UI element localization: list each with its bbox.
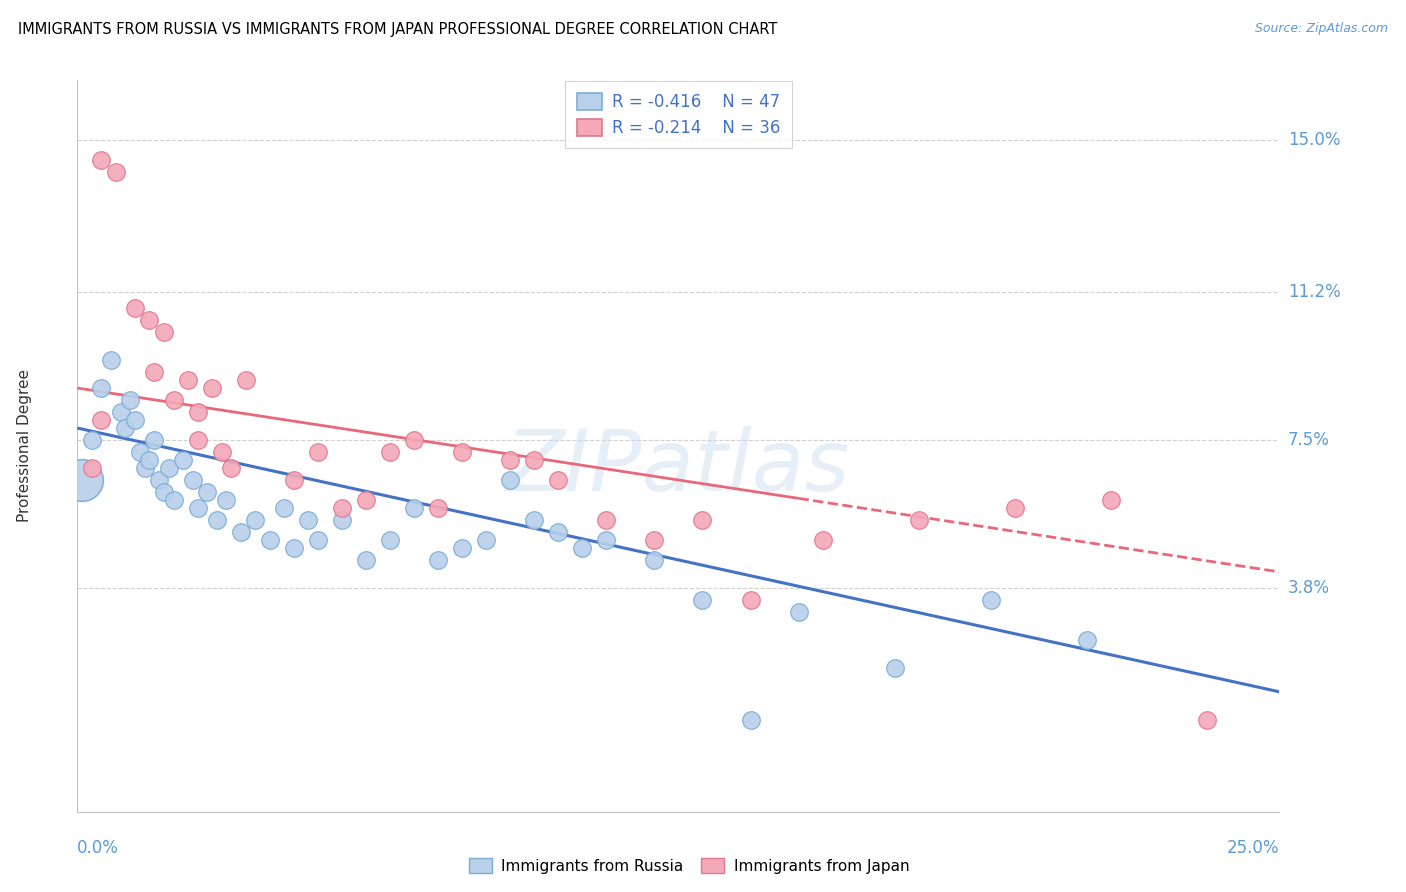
- Point: [354, 492, 377, 507]
- Point: [595, 533, 617, 547]
- Text: 25.0%: 25.0%: [1227, 839, 1279, 857]
- Text: IMMIGRANTS FROM RUSSIA VS IMMIGRANTS FROM JAPAN PROFESSIONAL DEGREE CORRELATION : IMMIGRANTS FROM RUSSIA VS IMMIGRANTS FRO…: [18, 22, 778, 37]
- Point: [1197, 713, 1219, 727]
- Point: [201, 381, 224, 395]
- Point: [70, 473, 93, 487]
- Point: [195, 485, 218, 500]
- Point: [177, 373, 200, 387]
- Point: [80, 433, 103, 447]
- Point: [1076, 632, 1098, 647]
- Point: [643, 553, 665, 567]
- Point: [80, 461, 103, 475]
- Point: [787, 605, 810, 619]
- Point: [451, 445, 474, 459]
- Point: [235, 373, 257, 387]
- Point: [143, 365, 166, 379]
- Point: [138, 453, 160, 467]
- Text: 15.0%: 15.0%: [1288, 131, 1340, 149]
- Point: [120, 392, 142, 407]
- Point: [427, 553, 450, 567]
- Point: [90, 381, 112, 395]
- Point: [643, 533, 665, 547]
- Point: [90, 413, 112, 427]
- Point: [215, 492, 238, 507]
- Point: [219, 461, 242, 475]
- Point: [571, 541, 593, 555]
- Point: [427, 500, 450, 515]
- Point: [172, 453, 194, 467]
- Point: [523, 513, 546, 527]
- Point: [114, 421, 136, 435]
- Point: [134, 461, 156, 475]
- Point: [186, 405, 209, 419]
- Point: [402, 433, 425, 447]
- Point: [811, 533, 834, 547]
- Point: [980, 593, 1002, 607]
- Text: Professional Degree: Professional Degree: [17, 369, 32, 523]
- Point: [499, 473, 522, 487]
- Point: [692, 593, 714, 607]
- Text: Source: ZipAtlas.com: Source: ZipAtlas.com: [1254, 22, 1388, 36]
- Text: 3.8%: 3.8%: [1288, 579, 1330, 597]
- Point: [162, 492, 184, 507]
- Point: [330, 500, 353, 515]
- Text: 7.5%: 7.5%: [1288, 431, 1330, 449]
- Point: [143, 433, 166, 447]
- Legend: R = -0.416    N = 47, R = -0.214    N = 36: R = -0.416 N = 47, R = -0.214 N = 36: [565, 81, 792, 148]
- Point: [883, 661, 905, 675]
- Point: [297, 513, 319, 527]
- Point: [100, 353, 122, 368]
- Point: [692, 513, 714, 527]
- Point: [283, 473, 305, 487]
- Point: [273, 500, 295, 515]
- Legend: Immigrants from Russia, Immigrants from Japan: Immigrants from Russia, Immigrants from …: [463, 852, 915, 880]
- Point: [157, 461, 180, 475]
- Point: [186, 433, 209, 447]
- Point: [740, 593, 762, 607]
- Point: [378, 533, 401, 547]
- Point: [307, 533, 329, 547]
- Point: [740, 713, 762, 727]
- Point: [153, 325, 176, 339]
- Point: [402, 500, 425, 515]
- Point: [181, 473, 204, 487]
- Text: 11.2%: 11.2%: [1288, 283, 1340, 301]
- Text: 0.0%: 0.0%: [77, 839, 120, 857]
- Point: [283, 541, 305, 555]
- Point: [229, 524, 252, 539]
- Point: [153, 485, 176, 500]
- Point: [547, 524, 569, 539]
- Point: [104, 165, 127, 179]
- Point: [595, 513, 617, 527]
- Point: [475, 533, 498, 547]
- Point: [354, 553, 377, 567]
- Point: [378, 445, 401, 459]
- Point: [499, 453, 522, 467]
- Point: [186, 500, 209, 515]
- Point: [523, 453, 546, 467]
- Point: [245, 513, 267, 527]
- Point: [124, 301, 146, 315]
- Point: [90, 153, 112, 168]
- Point: [307, 445, 329, 459]
- Point: [138, 313, 160, 327]
- Point: [128, 445, 150, 459]
- Point: [908, 513, 931, 527]
- Point: [162, 392, 184, 407]
- Point: [330, 513, 353, 527]
- Point: [259, 533, 281, 547]
- Point: [1004, 500, 1026, 515]
- Text: ZIPatlas: ZIPatlas: [506, 426, 851, 509]
- Point: [547, 473, 569, 487]
- Point: [205, 513, 228, 527]
- Point: [148, 473, 170, 487]
- Point: [1099, 492, 1122, 507]
- Point: [211, 445, 233, 459]
- Point: [110, 405, 132, 419]
- Point: [124, 413, 146, 427]
- Point: [451, 541, 474, 555]
